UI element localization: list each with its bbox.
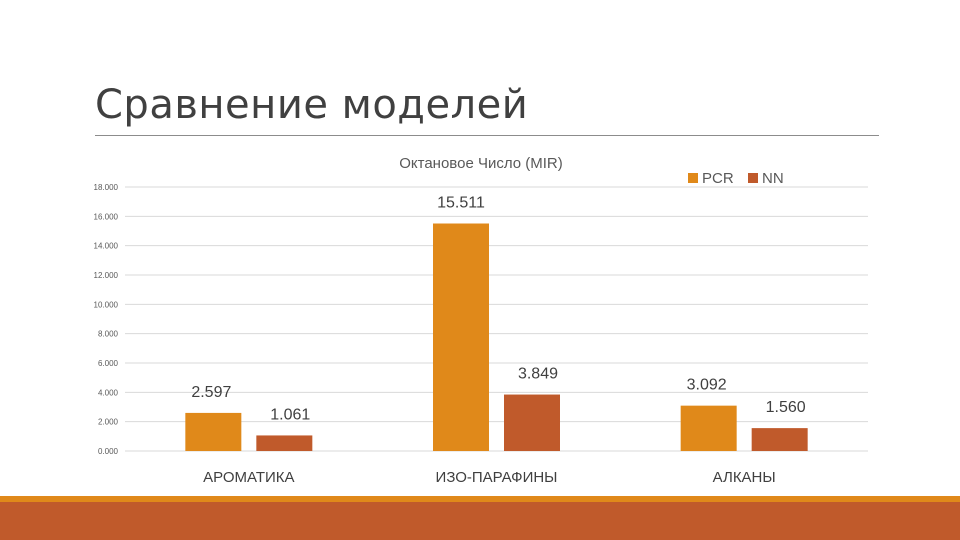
title-divider bbox=[95, 135, 879, 136]
y-tick-label: 2.000 bbox=[98, 418, 119, 427]
y-tick-label: 0.000 bbox=[98, 447, 119, 456]
bar-nn bbox=[504, 394, 560, 451]
bar-pcr bbox=[433, 223, 489, 451]
bar-pcr bbox=[680, 405, 737, 451]
data-label: 2.597 bbox=[191, 384, 231, 401]
x-category-label: ИЗО-ПАРАФИНЫ bbox=[436, 469, 558, 486]
y-tick-label: 16.000 bbox=[94, 212, 119, 221]
y-tick-label: 18.000 bbox=[94, 183, 119, 192]
data-label: 1.061 bbox=[270, 406, 310, 423]
y-tick-label: 8.000 bbox=[98, 330, 119, 339]
y-tick-label: 6.000 bbox=[98, 359, 119, 368]
y-tick-label: 10.000 bbox=[94, 300, 119, 309]
x-category-label: АЛКАНЫ bbox=[713, 469, 776, 486]
data-label: 1.560 bbox=[766, 399, 806, 416]
legend-label-pcr: PCR bbox=[702, 170, 734, 187]
legend-swatch-nn bbox=[748, 173, 758, 183]
chart-title: Октановое Число (MIR) bbox=[399, 155, 563, 172]
legend-swatch-pcr bbox=[688, 173, 698, 183]
y-tick-label: 14.000 bbox=[94, 242, 119, 251]
bar-nn bbox=[256, 435, 313, 451]
y-tick-label: 12.000 bbox=[94, 271, 119, 280]
bar-pcr bbox=[185, 412, 242, 451]
slide-title: Сравнение моделей bbox=[95, 82, 529, 128]
data-label: 3.092 bbox=[687, 377, 727, 394]
legend-label-nn: NN bbox=[762, 170, 784, 187]
data-label: 15.511 bbox=[437, 195, 485, 212]
data-label: 3.849 bbox=[518, 366, 558, 383]
y-tick-label: 4.000 bbox=[98, 388, 119, 397]
footer-band-thin bbox=[0, 496, 960, 502]
footer-band-thick bbox=[0, 502, 960, 540]
bar-nn bbox=[751, 428, 808, 451]
x-category-label: АРОМАТИКА bbox=[203, 469, 294, 486]
